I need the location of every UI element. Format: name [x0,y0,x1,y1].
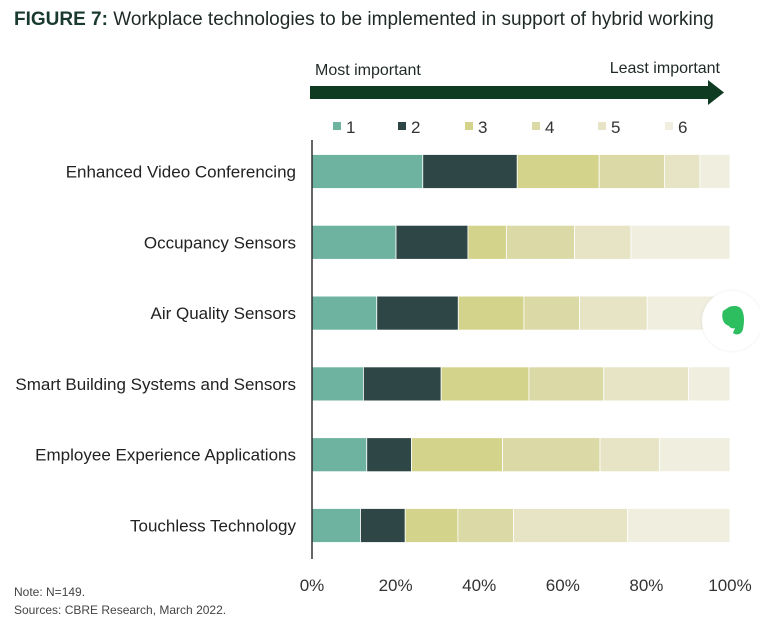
bar-segment-3 [411,437,504,473]
evernote-elephant-icon [722,306,744,335]
arrow-label-most: Most important [315,62,421,79]
bar-segment-6 [699,154,731,189]
figure-title: FIGURE 7: Workplace technologies to be i… [14,9,714,31]
legend-swatch-2 [398,122,406,130]
bar-segment-4 [523,295,580,331]
legend-label-1: 1 [346,118,355,137]
arrow-label-least: Least important [610,60,721,77]
x-tick-label: 60% [546,576,580,595]
chart-sources: Sources: CBRE Research, March 2022. [14,603,227,617]
figure-title-text: Workplace technologies to be implemented… [113,9,714,30]
importance-arrow: Most important Least important [310,60,724,105]
bar-segment-2 [366,437,412,473]
figure-label: FIGURE 7: [14,9,108,30]
bar-segment-6 [688,366,731,402]
legend-label-3: 3 [478,118,487,137]
bar-segment-3 [467,224,507,260]
bar-segment-5 [599,437,660,473]
bar-segment-1 [311,295,378,331]
legend-label-5: 5 [611,118,620,137]
legend-label-6: 6 [678,118,687,137]
legend-swatch-6 [665,122,673,130]
bar-segment-6 [627,508,731,543]
bar-segment-5 [513,508,628,543]
bar-segment-2 [422,154,518,189]
category-label: Employee Experience Applications [35,446,296,465]
category-label: Smart Building Systems and Sensors [15,375,296,394]
x-tick-label: 80% [629,576,663,595]
bar-segment-1 [311,366,364,402]
bar-segment-3 [440,366,530,402]
bar-segment-2 [363,366,442,402]
x-axis-ticks: 0% 20% 40% 60% 80% 100% [300,576,752,595]
bar-segment-2 [395,224,469,260]
bar-segment-4 [598,154,665,189]
arrow-head [708,80,724,105]
bar-segment-5 [603,366,690,402]
bar-segment-1 [311,154,424,189]
bar-segment-1 [311,224,397,260]
category-labels: Enhanced Video Conferencing Occupancy Sen… [15,163,296,536]
bar-segment-5 [579,295,648,331]
chart-legend: 1 2 3 4 5 6 [333,118,687,137]
legend-label-4: 4 [545,118,554,137]
chart-note: Note: N=149. [14,585,86,599]
bar-segment-6 [658,437,731,473]
bar-segment-3 [516,154,600,189]
bar-segment-5 [574,224,632,260]
legend-swatch-4 [532,122,540,130]
bars [311,154,731,543]
bar-segment-1 [311,437,368,473]
category-label: Air Quality Sensors [151,304,297,323]
category-label: Touchless Technology [130,517,297,536]
category-label: Enhanced Video Conferencing [66,163,296,182]
category-label: Occupancy Sensors [144,233,296,252]
bar-segment-3 [404,508,459,543]
x-tick-label: 100% [708,576,751,595]
arrow-shaft [310,86,710,99]
legend-swatch-1 [333,122,341,130]
bar-segment-1 [311,508,361,543]
bar-segment-4 [457,508,514,543]
bar-segment-2 [376,295,459,331]
x-tick-label: 0% [300,576,325,595]
legend-label-2: 2 [411,118,420,137]
bar-segment-4 [505,224,575,260]
bar-segment-4 [528,366,605,402]
x-tick-label: 40% [462,576,496,595]
x-tick-label: 20% [379,576,413,595]
legend-swatch-3 [465,122,473,130]
bar-segment-5 [663,154,701,189]
bar-segment-3 [457,295,525,331]
bar-segment-6 [630,224,731,260]
bar-segment-2 [360,508,406,543]
floating-app-badge[interactable] [702,291,760,351]
legend-swatch-5 [598,122,606,130]
bar-segment-4 [502,437,601,473]
